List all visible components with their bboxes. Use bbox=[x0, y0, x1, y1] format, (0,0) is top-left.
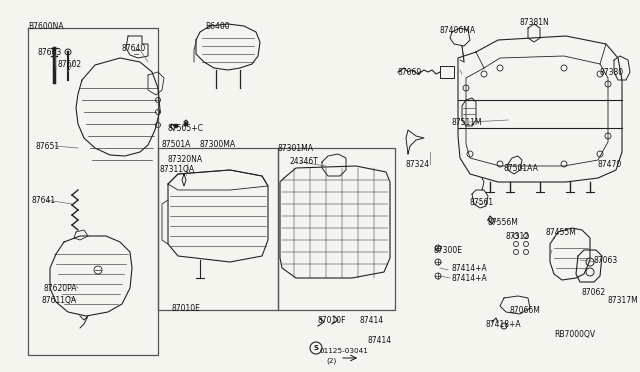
Circle shape bbox=[174, 124, 178, 128]
Text: 87381N: 87381N bbox=[520, 18, 550, 27]
Text: 87300E: 87300E bbox=[434, 246, 463, 255]
Text: 87641: 87641 bbox=[32, 196, 56, 205]
Text: 87312: 87312 bbox=[506, 232, 530, 241]
Text: 87611QA: 87611QA bbox=[42, 296, 77, 305]
Text: 87010F: 87010F bbox=[318, 316, 346, 325]
Text: RB7000QV: RB7000QV bbox=[554, 330, 595, 339]
Text: 87063: 87063 bbox=[594, 256, 618, 265]
Text: (2): (2) bbox=[326, 358, 336, 365]
Text: 87414+A: 87414+A bbox=[452, 274, 488, 283]
Text: 87602: 87602 bbox=[58, 60, 82, 69]
Text: 87406MA: 87406MA bbox=[440, 26, 476, 35]
Text: 87511M: 87511M bbox=[452, 118, 483, 127]
Circle shape bbox=[67, 51, 69, 53]
Text: 87501AA: 87501AA bbox=[503, 164, 538, 173]
Text: 87414+A: 87414+A bbox=[452, 264, 488, 273]
Text: 01125-03041: 01125-03041 bbox=[320, 348, 369, 354]
Text: 87301MA: 87301MA bbox=[278, 144, 314, 153]
Text: 87561: 87561 bbox=[470, 198, 494, 207]
Text: 87380: 87380 bbox=[600, 68, 624, 77]
Text: 87300MA: 87300MA bbox=[200, 140, 236, 149]
Text: 87010E: 87010E bbox=[172, 304, 201, 313]
Circle shape bbox=[184, 122, 188, 126]
Text: 87651: 87651 bbox=[36, 142, 60, 151]
Text: 87620PA: 87620PA bbox=[44, 284, 77, 293]
Text: 87414: 87414 bbox=[368, 336, 392, 345]
Text: 87505+C: 87505+C bbox=[167, 124, 203, 133]
Text: 87556M: 87556M bbox=[488, 218, 519, 227]
Text: 87603: 87603 bbox=[38, 48, 62, 57]
Text: 87324: 87324 bbox=[406, 160, 430, 169]
Text: 24346T: 24346T bbox=[290, 157, 319, 166]
Text: 87066M: 87066M bbox=[510, 306, 541, 315]
Text: 87640: 87640 bbox=[122, 44, 147, 53]
Text: 87317M: 87317M bbox=[608, 296, 639, 305]
Text: 87311QA: 87311QA bbox=[160, 165, 195, 174]
Text: 87414: 87414 bbox=[360, 316, 384, 325]
Text: B7600NA: B7600NA bbox=[28, 22, 63, 31]
Text: 87470: 87470 bbox=[598, 160, 622, 169]
Text: B6400: B6400 bbox=[205, 22, 230, 31]
Text: 87455M: 87455M bbox=[546, 228, 577, 237]
Text: 87062: 87062 bbox=[581, 288, 605, 297]
Text: 87069: 87069 bbox=[398, 68, 422, 77]
Text: 87501A: 87501A bbox=[162, 140, 191, 149]
Text: S: S bbox=[314, 345, 319, 351]
Text: 87418+A: 87418+A bbox=[486, 320, 522, 329]
Text: 87320NA: 87320NA bbox=[168, 155, 203, 164]
